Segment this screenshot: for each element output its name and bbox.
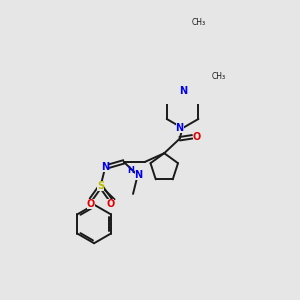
Text: CH₃: CH₃ (212, 72, 226, 81)
Text: N: N (179, 85, 188, 95)
Text: CH₃: CH₃ (191, 18, 206, 27)
Text: O: O (193, 132, 201, 142)
Text: O: O (106, 199, 114, 209)
Text: N: N (101, 162, 109, 172)
Text: H: H (128, 166, 134, 175)
Text: S: S (97, 181, 104, 191)
Text: O: O (87, 199, 95, 209)
Text: N: N (176, 123, 184, 133)
Text: N: N (135, 170, 143, 180)
